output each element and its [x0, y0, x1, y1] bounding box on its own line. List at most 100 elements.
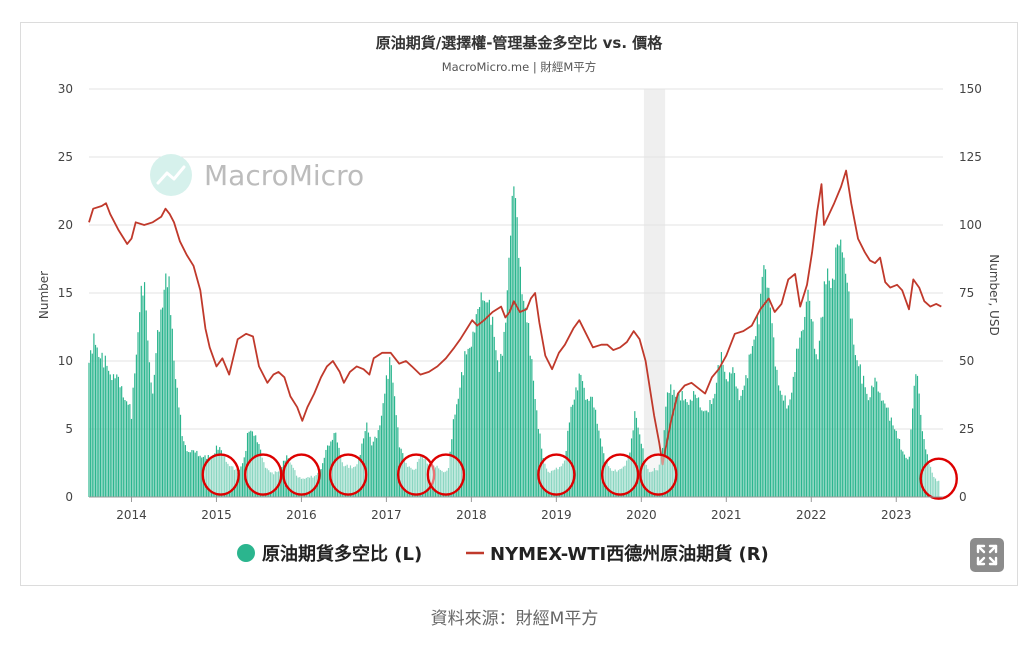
bar [637, 427, 639, 497]
bar [258, 444, 260, 497]
bar [354, 466, 356, 497]
bar [929, 466, 932, 497]
bar [575, 387, 577, 497]
bar [116, 374, 118, 497]
bar [503, 331, 505, 497]
annotation-circle [396, 453, 436, 496]
bar [103, 367, 105, 497]
y-left-tick-label: 0 [65, 490, 73, 504]
bar [477, 308, 479, 497]
bar [348, 467, 350, 497]
bar [599, 438, 602, 497]
bar [812, 321, 814, 497]
bar [389, 357, 391, 497]
bar [639, 434, 641, 497]
bar [493, 336, 495, 497]
bar [750, 353, 752, 497]
bar [286, 455, 288, 497]
bar [645, 464, 647, 497]
bar [204, 455, 206, 497]
bar [653, 468, 655, 497]
bar [227, 463, 229, 497]
bar [699, 407, 701, 497]
bar [782, 400, 785, 497]
bar [269, 472, 271, 497]
bar [147, 340, 149, 497]
bar [866, 393, 868, 497]
bar [420, 454, 422, 497]
bar [537, 428, 539, 497]
bar [740, 395, 742, 497]
bar [578, 373, 580, 497]
bar [108, 370, 110, 497]
x-tick-label: 2016 [286, 508, 317, 522]
bar [921, 431, 923, 497]
bar [797, 348, 799, 497]
bar [242, 463, 244, 497]
bar [894, 429, 896, 497]
bar [454, 414, 456, 497]
bar [230, 466, 232, 497]
bar [344, 465, 347, 497]
bar [96, 347, 98, 497]
bar [931, 472, 933, 497]
bar [415, 468, 417, 497]
bar [869, 397, 871, 497]
x-tick-label: 2023 [881, 508, 912, 522]
bar [139, 312, 141, 497]
bar [451, 439, 453, 497]
bar [496, 360, 499, 497]
annotation-circle [201, 453, 240, 496]
bar [307, 477, 309, 497]
bar [776, 369, 778, 497]
bar [804, 316, 806, 497]
bar [622, 466, 624, 497]
bar [567, 430, 569, 497]
bar [323, 457, 325, 497]
bar [907, 459, 909, 497]
bar [209, 458, 211, 497]
bar [671, 394, 673, 497]
bar [867, 400, 870, 497]
bar [874, 377, 876, 497]
bar [129, 404, 131, 497]
bar [99, 358, 102, 497]
bar [684, 399, 687, 497]
bar [913, 385, 915, 497]
bar [197, 456, 200, 497]
legend-item-bars[interactable]: 原油期貨多空比 (L) [237, 543, 422, 565]
bar [407, 466, 409, 497]
y-right-tick-label: 25 [959, 422, 974, 436]
bar [810, 319, 812, 497]
bar [176, 387, 178, 497]
bar [524, 307, 526, 497]
bar [215, 445, 218, 497]
bar [192, 450, 195, 497]
bar [166, 287, 169, 497]
bar [912, 408, 914, 497]
bar [343, 466, 345, 497]
bar [165, 273, 167, 497]
annotation-circle [282, 453, 321, 496]
bar [902, 451, 904, 497]
y-left-tick-label: 30 [58, 82, 73, 96]
bar [112, 374, 115, 497]
bar [755, 336, 757, 497]
expand-button[interactable] [970, 538, 1004, 572]
bar [661, 447, 664, 497]
legend-item-line[interactable]: NYMEX-WTI西德州原油期貨 (R) [466, 543, 769, 565]
bar [498, 371, 500, 497]
bar [577, 390, 579, 497]
bar [240, 466, 242, 497]
bar [660, 457, 662, 497]
bar [393, 396, 396, 497]
y-right-tick-label: 150 [959, 82, 982, 96]
bar [300, 478, 303, 497]
bar [297, 477, 299, 497]
legend: 原油期貨多空比 (L) NYMEX-WTI西德州原油期貨 (R) [237, 543, 769, 565]
bar [232, 466, 234, 497]
bar [632, 430, 634, 497]
bar [271, 472, 273, 497]
bar [779, 390, 781, 497]
bar [251, 431, 254, 497]
